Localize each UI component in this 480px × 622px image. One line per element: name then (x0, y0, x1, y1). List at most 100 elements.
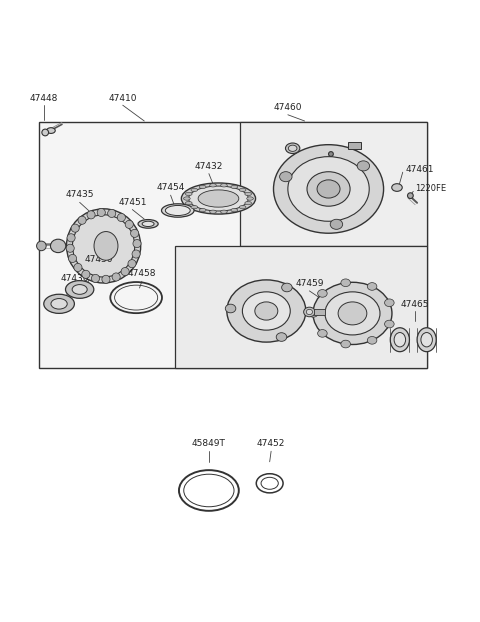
Ellipse shape (142, 221, 154, 226)
Ellipse shape (185, 202, 192, 205)
Ellipse shape (210, 183, 216, 187)
Ellipse shape (82, 270, 90, 279)
Ellipse shape (313, 282, 392, 345)
Ellipse shape (318, 290, 327, 297)
Ellipse shape (394, 333, 406, 347)
Ellipse shape (199, 208, 206, 212)
Ellipse shape (67, 209, 141, 283)
Ellipse shape (69, 254, 77, 262)
Text: 47459: 47459 (295, 279, 324, 288)
Text: 47430: 47430 (84, 255, 113, 264)
Ellipse shape (338, 302, 367, 325)
Ellipse shape (330, 220, 343, 230)
Ellipse shape (36, 241, 46, 251)
Ellipse shape (181, 183, 255, 214)
Bar (348, 142, 361, 149)
Ellipse shape (231, 185, 238, 188)
Ellipse shape (384, 299, 394, 307)
Text: 47448: 47448 (30, 94, 58, 103)
Circle shape (408, 193, 413, 198)
Ellipse shape (245, 192, 252, 195)
Ellipse shape (51, 299, 67, 309)
Ellipse shape (317, 180, 340, 198)
Ellipse shape (309, 310, 318, 317)
Ellipse shape (221, 183, 228, 187)
Text: 47410: 47410 (108, 94, 137, 103)
Ellipse shape (121, 267, 129, 276)
Polygon shape (39, 122, 427, 368)
Ellipse shape (67, 234, 75, 242)
Ellipse shape (417, 328, 436, 351)
Ellipse shape (183, 197, 190, 200)
Text: 47435: 47435 (65, 190, 94, 200)
Ellipse shape (240, 205, 246, 209)
Ellipse shape (66, 244, 74, 253)
Ellipse shape (392, 183, 402, 192)
Ellipse shape (165, 205, 190, 215)
Ellipse shape (227, 280, 306, 342)
Ellipse shape (108, 210, 116, 218)
Text: 47451: 47451 (118, 198, 146, 207)
Ellipse shape (71, 224, 79, 232)
Ellipse shape (131, 230, 139, 238)
Ellipse shape (50, 239, 66, 253)
Bar (314, 309, 324, 315)
Text: 47460: 47460 (274, 103, 302, 113)
Ellipse shape (242, 292, 290, 330)
Ellipse shape (112, 273, 120, 281)
Ellipse shape (221, 210, 228, 213)
Ellipse shape (133, 239, 141, 248)
Ellipse shape (367, 337, 377, 344)
Ellipse shape (421, 333, 432, 347)
Text: 47430: 47430 (60, 274, 89, 283)
Ellipse shape (91, 274, 99, 282)
Ellipse shape (102, 276, 110, 284)
Text: 47454: 47454 (156, 183, 185, 192)
Text: 47465: 47465 (400, 300, 429, 309)
Ellipse shape (210, 210, 216, 213)
Ellipse shape (65, 281, 94, 299)
Ellipse shape (286, 143, 300, 154)
Ellipse shape (276, 333, 287, 341)
Ellipse shape (357, 161, 370, 171)
Ellipse shape (304, 307, 315, 317)
Ellipse shape (325, 292, 380, 335)
Ellipse shape (125, 220, 133, 228)
Circle shape (42, 129, 48, 136)
Ellipse shape (191, 188, 198, 192)
Ellipse shape (189, 186, 248, 211)
Polygon shape (175, 246, 427, 368)
Ellipse shape (87, 211, 95, 219)
Text: 47461: 47461 (405, 165, 433, 174)
Ellipse shape (341, 279, 350, 287)
Circle shape (328, 152, 333, 156)
Ellipse shape (288, 157, 369, 221)
Text: 1220FE: 1220FE (415, 185, 446, 193)
Ellipse shape (231, 208, 238, 212)
Ellipse shape (367, 282, 377, 290)
Ellipse shape (97, 208, 105, 216)
Polygon shape (240, 122, 427, 246)
Ellipse shape (72, 285, 87, 294)
Ellipse shape (78, 216, 86, 225)
Ellipse shape (274, 145, 384, 233)
Ellipse shape (94, 231, 118, 260)
Ellipse shape (240, 188, 246, 192)
Ellipse shape (161, 204, 194, 217)
Ellipse shape (44, 294, 74, 313)
Ellipse shape (191, 205, 198, 209)
Ellipse shape (341, 340, 350, 348)
Ellipse shape (255, 302, 278, 320)
Text: 47458: 47458 (128, 269, 156, 279)
Ellipse shape (128, 259, 136, 267)
Text: 47432: 47432 (195, 162, 223, 171)
Ellipse shape (198, 190, 239, 207)
Ellipse shape (47, 128, 55, 134)
Ellipse shape (307, 172, 350, 206)
Ellipse shape (225, 304, 236, 313)
Ellipse shape (282, 283, 292, 292)
Ellipse shape (72, 215, 135, 277)
Ellipse shape (288, 145, 297, 151)
Ellipse shape (245, 202, 252, 205)
Ellipse shape (318, 330, 327, 337)
